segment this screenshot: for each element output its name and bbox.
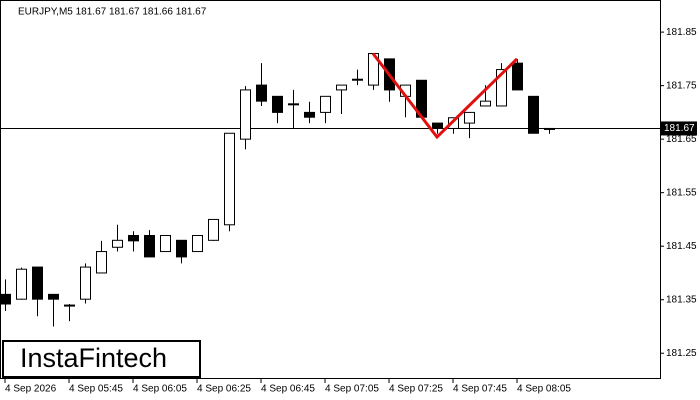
x-tick-label: 4 Sep 06:45 [261,384,315,395]
candle-body [544,127,555,130]
candle-body [16,268,27,300]
candle-body [160,234,171,253]
candle-body [144,234,155,258]
candle-body [320,95,331,113]
candle-body [512,62,523,91]
y-tick-label: 181.35 [666,294,697,305]
candle-body [0,293,11,305]
x-tick-label: 4 Sep 2026 [5,384,57,395]
y-tick-label: 181.45 [666,241,697,252]
candle-body [112,239,123,248]
candle-body [240,89,251,140]
x-tick-label: 4 Sep 07:05 [325,384,379,395]
x-tick-label: 4 Sep 07:45 [453,384,507,395]
candle-body [128,234,139,242]
candle-body [304,111,315,118]
header: EURJPY,M5 181.67 181.67 181.66 181.67 [18,7,207,18]
candle-body [480,100,491,107]
candle-body [96,251,107,274]
logo-box [2,340,201,378]
x-tick-label: 4 Sep 06:05 [133,384,187,395]
candle-body [64,304,75,307]
current-price-label: 181.67 [664,123,695,134]
candle-body [176,239,187,258]
candle-body [352,78,363,81]
candle-body [432,122,443,129]
y-tick-label: 181.85 [666,27,697,38]
y-tick-label: 181.55 [666,187,697,198]
candle-body [224,132,235,226]
candle-body [288,103,299,106]
candle-body [272,95,283,113]
candle-body [496,69,507,107]
logo: InstaFintech [20,343,167,373]
candle-body [256,84,267,102]
plot-frame [0,0,661,379]
candle-body [192,234,203,253]
x-tick-label: 4 Sep 06:25 [197,384,251,395]
y-tick-label: 181.75 [666,80,697,91]
y-tick-label: 181.25 [666,348,697,359]
candle-body [48,293,59,300]
candle-body [448,117,459,129]
y-tick-label: 181.65 [666,134,697,145]
candle-body [336,84,347,91]
pattern-line [371,52,519,140]
x-tick-label: 4 Sep 07:25 [389,384,443,395]
candle-body [528,95,539,134]
current-price-box [661,121,697,136]
x-tick-label: 4 Sep 08:05 [517,384,571,395]
x-tick-label: 4 Sep 05:45 [69,384,123,395]
candle-body [464,111,475,124]
candle-body [32,266,43,300]
candle-body [80,266,91,300]
candle-body [208,218,219,241]
